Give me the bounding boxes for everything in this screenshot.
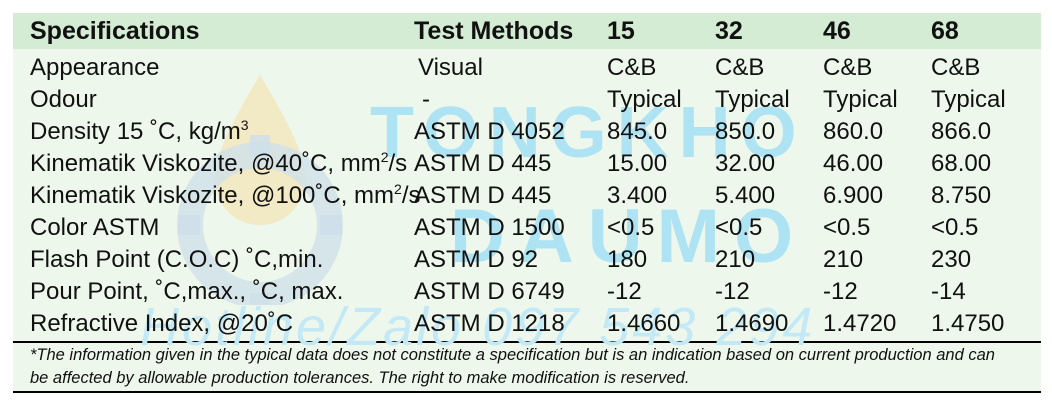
row-kv100-spec: Kinematik Viskozite, @100˚C, mm2/s [30,181,421,209]
row-refractive-32: 1.4690 [715,310,789,337]
row-kv100-46: 6.900 [823,182,884,209]
row-pour-method: ASTM D 6749 [414,278,565,305]
row-kv100-68: 8.750 [931,182,992,209]
row-appearance-15: C&B [607,54,657,81]
row-color-46: <0.5 [823,214,871,241]
row-flash-46: 210 [823,246,864,273]
row-appearance-32: C&B [715,54,765,81]
row-flash-32: 210 [715,246,756,273]
row-refractive-15: 1.4660 [607,310,681,337]
row-density-32: 850.0 [715,118,776,145]
row-kv100-method: ASTM D 445 [414,182,552,209]
row-color-32: <0.5 [715,214,763,241]
row-odour-spec: Odour [30,86,97,113]
row-pour-46: -12 [823,278,858,305]
row-appearance-46: C&B [823,54,873,81]
row-pour-15: -12 [607,278,642,305]
header-grade-15: 15 [607,17,635,45]
row-pour-68: -14 [931,278,966,305]
row-color-method: ASTM D 1500 [414,214,565,241]
row-flash-68: 230 [931,246,972,273]
row-kv100-15: 3.400 [607,182,668,209]
table-bottom-border [13,391,1041,393]
row-odour-32: Typical [715,86,790,113]
row-density-68: 866.0 [931,118,992,145]
row-appearance-spec: Appearance [30,54,160,81]
row-pour-spec: Pour Point, ˚C,max., ˚C, max. [30,278,344,305]
row-flash-spec: Flash Point (C.O.C) ˚C,min. [30,246,324,273]
watermark-gear-drop-icon [177,75,343,305]
row-refractive-spec: Refractive Index, @20˚C [30,310,294,337]
row-density-method: ASTM D 4052 [414,118,565,145]
row-appearance-method: Visual [418,54,483,81]
header-specifications: Specifications [30,17,200,45]
row-odour-46: Typical [823,86,898,113]
row-kv40-15: 15.00 [607,150,668,177]
header-grade-46: 46 [823,17,851,45]
row-refractive-method: ASTM D 1218 [414,310,565,337]
row-odour-68: Typical [931,86,1006,113]
row-appearance-68: C&B [931,54,981,81]
row-density-spec: Density 15 ˚C, kg/m3 [30,117,249,145]
row-density-46: 860.0 [823,118,884,145]
header-grade-32: 32 [715,17,743,45]
row-pour-32: -12 [715,278,750,305]
row-refractive-68: 1.4750 [931,310,1005,337]
row-kv100-32: 5.400 [715,182,776,209]
header-grade-68: 68 [931,17,959,45]
row-kv40-method: ASTM D 445 [414,150,552,177]
row-odour-method: - [422,86,430,113]
row-color-spec: Color ASTM [30,214,160,241]
row-flash-method: ASTM D 92 [414,246,539,273]
row-color-68: <0.5 [931,214,979,241]
footnote-line-1: *The information given in the typical da… [30,346,995,364]
table-header-band [13,13,1041,49]
row-odour-15: Typical [607,86,682,113]
row-kv40-32: 32.00 [715,150,776,177]
table-divider [13,341,1041,343]
row-kv40-46: 46.00 [823,150,884,177]
row-kv40-spec: Kinematik Viskozite, @40˚C, mm2/s [30,149,408,177]
header-test-methods: Test Methods [414,17,574,45]
row-color-15: <0.5 [607,214,655,241]
footnote-line-2: be affected by allowable production tole… [30,369,690,387]
row-kv40-68: 68.00 [931,150,992,177]
row-refractive-46: 1.4720 [823,310,897,337]
row-density-15: 845.0 [607,118,668,145]
row-flash-15: 180 [607,246,648,273]
